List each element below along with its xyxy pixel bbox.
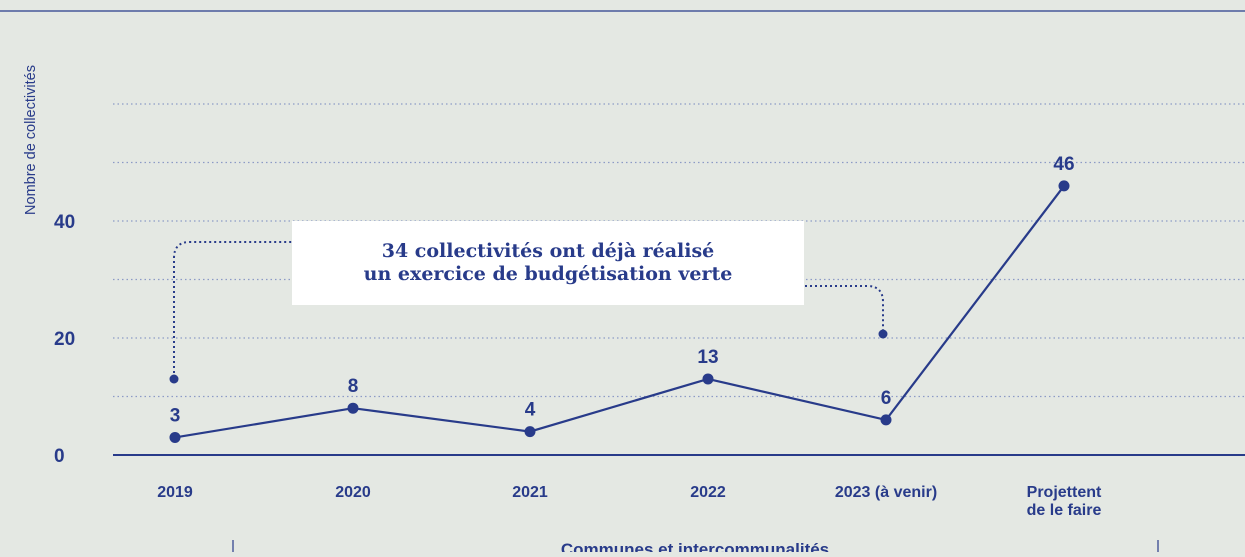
data-point — [347, 402, 359, 414]
data-point — [1058, 180, 1070, 192]
data-label: 4 — [525, 400, 536, 421]
series-line — [174, 185, 1065, 439]
data-label: 13 — [697, 347, 718, 368]
annotation-bracket-right — [800, 285, 884, 334]
y-tick-label: 20 — [54, 329, 75, 350]
data-point — [702, 373, 714, 385]
data-label: 8 — [348, 376, 359, 397]
x-tick-label: Projettent de le faire — [1027, 484, 1102, 519]
y-tick-label: 0 — [54, 446, 65, 467]
y-axis-title: Nombre de collectivités — [23, 65, 39, 215]
y-tick-label: 40 — [54, 212, 75, 233]
annotation-line-1: 34 collectivités ont déjà réalisé — [381, 240, 715, 262]
data-point — [880, 414, 892, 426]
x-tick-label: 2023 (à venir) — [835, 484, 937, 501]
data-point — [524, 426, 536, 438]
data-label: 3 — [170, 405, 181, 426]
annotation-line-2: un exercice de budgétisation verte — [363, 263, 733, 285]
data-label: 46 — [1053, 154, 1074, 175]
x-tick-label: 2022 — [690, 484, 726, 501]
annotation-dot-right — [878, 329, 888, 339]
x-tick-label: 2020 — [335, 484, 371, 501]
annotation-dot-left — [169, 374, 179, 384]
annotation-bracket-left — [173, 241, 300, 378]
x-tick-label: 2019 — [157, 484, 193, 501]
x-tick-label: 2021 — [512, 484, 548, 501]
annotation-box: 34 collectivités ont déjà réalisé un exe… — [292, 221, 804, 305]
data-label: 6 — [881, 388, 892, 409]
x-axis-title: Communes et intercommunalités — [561, 540, 829, 552]
data-point — [169, 431, 181, 443]
